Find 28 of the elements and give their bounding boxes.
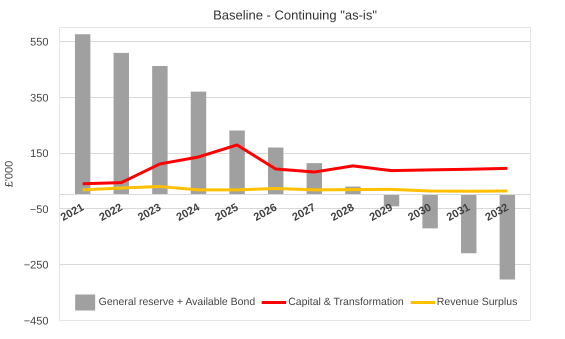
x-tick-label: 2030 <box>406 202 434 224</box>
y-tick-label: −450 <box>24 316 49 328</box>
x-tick-label: 2022 <box>97 202 125 224</box>
y-tick-label: −50 <box>30 204 49 216</box>
chart-title: Baseline - Continuing "as-is" <box>213 8 378 22</box>
x-tick-label: 2026 <box>252 202 280 224</box>
y-axis-title: £'000 <box>4 160 16 188</box>
line-series <box>81 143 509 186</box>
x-tick-label: 2031 <box>444 202 472 224</box>
bar <box>190 92 206 195</box>
y-tick-label: 150 <box>30 148 49 160</box>
legend-label: Capital & Transformation <box>288 296 404 308</box>
x-tick-label: 2027 <box>290 202 318 224</box>
x-tick-label: 2032 <box>483 202 511 224</box>
x-tick-label: 2021 <box>58 202 86 224</box>
bar <box>74 34 90 195</box>
legend-label: General reserve + Available Bond <box>98 296 256 308</box>
y-tick-label: 350 <box>30 92 49 104</box>
y-tick-label: −250 <box>24 260 49 272</box>
bar <box>114 52 129 195</box>
legend-label: Revenue Surplus <box>436 296 518 308</box>
x-tick-label: 2025 <box>213 202 240 224</box>
x-tick-label: 2028 <box>329 202 356 224</box>
bar <box>152 66 168 195</box>
y-tick-label: 550 <box>30 36 49 48</box>
x-tick-label: 2024 <box>174 201 203 224</box>
x-tick-label: 2023 <box>136 202 164 224</box>
x-tick-label: 2029 <box>368 202 395 224</box>
